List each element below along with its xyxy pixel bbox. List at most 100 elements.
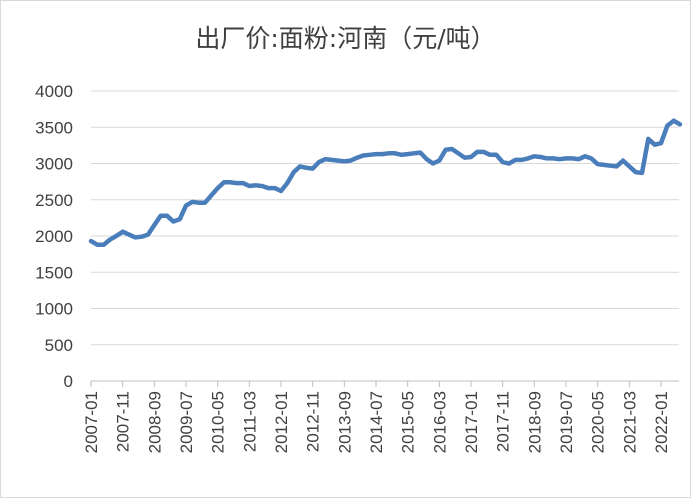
data-point	[590, 157, 592, 159]
data-point	[369, 154, 371, 156]
x-tick-label: 2010-05	[209, 391, 228, 453]
data-point	[654, 144, 656, 146]
data-point	[400, 154, 402, 156]
x-tick-label: 2007-11	[114, 391, 133, 452]
data-point	[248, 185, 250, 187]
data-point	[236, 182, 238, 184]
data-point	[223, 181, 225, 183]
data-point	[527, 157, 529, 159]
y-tick-label: 4000	[35, 82, 73, 101]
data-point	[489, 154, 491, 156]
data-point	[331, 159, 333, 161]
data-point	[172, 221, 174, 222]
data-point	[426, 158, 428, 160]
data-point	[128, 234, 130, 236]
x-axis: 2007-01 2007-11 2008-09 2009-07 2010-05 2011-…	[82, 380, 679, 453]
data-point	[597, 163, 599, 165]
data-point	[559, 158, 561, 160]
x-tick-label: 2013-09	[335, 391, 354, 453]
x-tick-label: 2014-07	[367, 391, 386, 453]
data-point	[571, 157, 573, 159]
data-point	[508, 163, 510, 164]
x-tick-label: 2018-09	[525, 391, 544, 453]
data-point	[521, 159, 523, 161]
data-point	[312, 168, 314, 170]
y-tick-label: 0	[64, 372, 73, 391]
data-point	[362, 155, 364, 156]
y-axis: 0 500 1000 1500 2000 2500 3000 3500 4000	[35, 82, 73, 391]
data-point	[470, 156, 472, 158]
data-point	[495, 154, 497, 156]
data-point	[666, 125, 668, 127]
data-point	[565, 157, 567, 159]
y-tick-label: 500	[45, 336, 73, 355]
series-line	[88, 118, 683, 247]
x-tick-label: 2008-09	[145, 391, 164, 453]
data-point	[134, 236, 136, 238]
data-point	[305, 167, 307, 169]
data-point	[204, 202, 206, 204]
data-point	[267, 187, 269, 189]
data-point	[546, 157, 548, 159]
data-point	[584, 155, 586, 157]
data-point	[375, 153, 377, 155]
data-point	[153, 224, 155, 226]
data-point	[261, 185, 263, 187]
y-tick-label: 3500	[35, 118, 73, 137]
grid-lines	[91, 90, 679, 346]
data-point	[343, 160, 345, 162]
y-tick-label: 1000	[35, 300, 73, 319]
data-point	[280, 190, 282, 192]
data-point	[641, 172, 643, 174]
data-point	[109, 239, 111, 241]
data-point	[147, 234, 149, 236]
data-point	[210, 194, 212, 196]
data-point	[122, 231, 124, 233]
data-point	[179, 218, 181, 220]
data-point	[191, 201, 193, 203]
data-point	[160, 215, 162, 217]
x-tick-label: 2009-07	[177, 391, 196, 453]
data-point	[673, 120, 675, 122]
data-point	[198, 202, 200, 204]
data-point	[274, 187, 276, 189]
data-point	[115, 235, 117, 237]
x-tick-label: 2015-05	[399, 391, 418, 453]
data-point	[622, 160, 624, 162]
data-point	[445, 149, 447, 151]
data-point	[293, 171, 295, 173]
x-tick-label: 2017-11	[494, 391, 513, 452]
data-point	[514, 159, 516, 161]
data-point	[679, 123, 681, 125]
data-point	[381, 153, 383, 155]
data-point	[438, 160, 440, 162]
data-point	[103, 244, 105, 246]
y-tick-label: 2000	[35, 227, 73, 246]
data-point	[318, 161, 320, 163]
data-point	[457, 152, 459, 154]
y-tick-label: 2500	[35, 191, 73, 210]
data-point	[166, 215, 168, 217]
data-point	[242, 182, 244, 184]
chart-title: 出厂价:面粉:河南（元/吨）	[195, 24, 496, 53]
x-tick-label: 2012-01	[272, 391, 291, 453]
data-point	[603, 164, 605, 166]
x-tick-label: 2012-11	[304, 391, 323, 452]
data-point	[451, 148, 453, 150]
data-point	[628, 165, 630, 167]
data-point	[394, 152, 396, 154]
data-point	[609, 165, 611, 167]
data-point	[540, 156, 542, 158]
x-tick-label: 2017-01	[462, 391, 481, 453]
data-point	[552, 157, 554, 159]
data-point	[217, 187, 219, 189]
data-point	[578, 158, 580, 160]
series-group	[88, 118, 683, 247]
data-point	[350, 160, 352, 162]
x-tick-label: 2021-03	[620, 391, 639, 453]
data-point	[413, 152, 415, 154]
data-point	[476, 151, 478, 153]
data-point	[407, 153, 409, 155]
